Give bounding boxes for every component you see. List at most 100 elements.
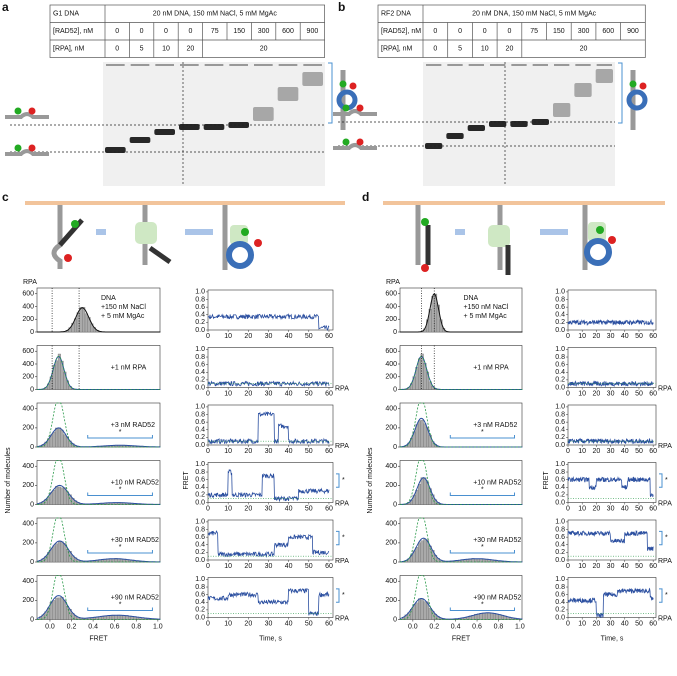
rpa-level: RPA (335, 443, 349, 450)
y-tick-label: 1.0 (195, 461, 205, 468)
y-tick-label: 0.4 (195, 427, 205, 434)
y-tick-label: 0.2 (195, 319, 205, 326)
rpa-level: RPA (658, 615, 672, 622)
rpa-reference (400, 575, 523, 620)
gel-well (278, 64, 298, 66)
x-tick-label: 10 (578, 563, 586, 570)
panel-label: c (2, 190, 9, 204)
y-tick-label: 0 (30, 559, 34, 566)
y-tick-label: 0.4 (555, 427, 565, 434)
y-tick-label: 400 (22, 521, 34, 528)
asterisk: * (481, 429, 484, 436)
x-tick-label: 0.6 (110, 623, 120, 630)
gel-rpa-label: [RPA], nM (381, 46, 413, 53)
y-tick-label: 0.8 (195, 411, 205, 418)
condition-label: +90 nM RAD52 (111, 594, 159, 601)
x-tick-label: 30 (265, 390, 273, 397)
x-tick-label: 40 (285, 390, 293, 397)
gel-well (511, 64, 527, 66)
gel-band (425, 143, 443, 149)
trace-frame (207, 289, 334, 331)
x-tick-label: 60 (325, 390, 333, 397)
rpa-conc: 0 (433, 46, 437, 53)
x-tick-label: 0 (206, 333, 210, 340)
trace-ylabel: FRET (183, 471, 190, 490)
dna-cartoon (333, 143, 377, 150)
hist-bar (418, 484, 422, 505)
bracket (659, 530, 663, 546)
hist-bar (423, 538, 427, 563)
x-tick-label: 1.0 (153, 623, 163, 630)
y-tick-label: 0 (30, 616, 34, 623)
y-tick-label: 0.8 (195, 296, 205, 303)
y-tick-label: 1.0 (555, 461, 565, 468)
condition-label: + 5 mM MgAc (101, 313, 145, 320)
asterisk: * (342, 535, 345, 542)
y-tick-label: 0.0 (195, 499, 205, 506)
y-tick-label: 0.8 (555, 469, 565, 476)
gel-well (254, 64, 273, 66)
x-tick-label: 0 (206, 620, 210, 627)
y-tick-label: 0 (30, 386, 34, 393)
trace-ylabel: FRET (543, 471, 550, 490)
y-tick-label: 0 (393, 616, 397, 623)
table-border (49, 4, 325, 58)
hist-bar (474, 558, 478, 563)
gel-well (180, 64, 199, 66)
hist-bar (60, 596, 64, 620)
y-tick-label: 0.6 (195, 304, 205, 311)
y-tick-label: 600 (385, 291, 397, 298)
x-tick-label: 30 (607, 390, 615, 397)
fret-trace (567, 475, 654, 498)
y-tick-label: 0 (393, 501, 397, 508)
fit-curve (36, 540, 161, 563)
y-tick-label: 0.6 (555, 419, 565, 426)
y-tick-label: 200 (22, 374, 34, 381)
y-tick-label: 400 (22, 463, 34, 470)
y-tick-label: 0.4 (195, 312, 205, 319)
x-tick-label: 50 (635, 505, 643, 512)
y-tick-label: 0.8 (555, 354, 565, 361)
rpa-level: RPA (658, 443, 672, 450)
gel-well (468, 64, 484, 66)
rad52-conc: 0 (483, 28, 487, 35)
y-tick-label: 0.4 (195, 542, 205, 549)
hist-bar (60, 429, 64, 448)
asterisk: * (481, 486, 484, 493)
x-tick-label: 0 (566, 620, 570, 627)
x-tick-label: 0 (206, 563, 210, 570)
y-tick-label: 1.0 (195, 404, 205, 411)
fit-curve (37, 307, 161, 333)
x-tick-label: 20 (592, 505, 600, 512)
bracket (449, 435, 516, 439)
gel-band (105, 147, 126, 153)
y-tick-label: 0.0 (555, 614, 565, 621)
y-tick-label: 0.6 (195, 591, 205, 598)
rad52-conc: 0 (140, 28, 144, 35)
trace-frame (567, 404, 657, 446)
hist-bar (52, 600, 56, 620)
fit-curve (36, 427, 161, 448)
bracket (336, 588, 340, 603)
condition-label: +10 nM RAD52 (111, 479, 159, 486)
hist-bar (418, 358, 422, 390)
rpa-reference (400, 517, 523, 563)
fret-trace (207, 587, 330, 617)
y-tick-label: 0.8 (195, 469, 205, 476)
y-tick-label: 0.0 (195, 384, 205, 391)
gel-band (531, 119, 549, 125)
x-tick-label: 60 (649, 620, 657, 627)
rpa-conc: 10 (162, 46, 170, 53)
y-tick-label: 0.0 (555, 499, 565, 506)
y-tick-label: 400 (385, 463, 397, 470)
x-tick-label: 0 (566, 505, 570, 512)
y-tick-label: 0 (393, 329, 397, 336)
rpa-conc: 5 (140, 46, 144, 53)
x-tick-label: 20 (244, 563, 252, 570)
rad52-conc: 0 (164, 28, 168, 35)
gel-dna: G1 DNA (53, 11, 79, 18)
bracket (449, 550, 516, 554)
y-tick-label: 0.8 (195, 526, 205, 533)
asterisk: * (481, 544, 484, 551)
hist-bar (482, 559, 486, 563)
